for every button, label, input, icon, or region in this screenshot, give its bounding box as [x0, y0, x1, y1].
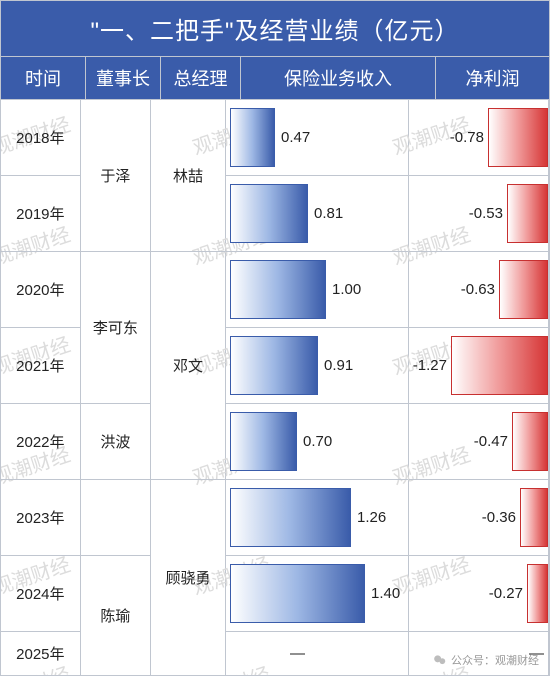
year-cell: 2018年 — [1, 100, 80, 176]
year-cell: 2022年 — [1, 404, 80, 480]
revenue-bar — [230, 108, 275, 167]
col-header-revenue: 保险业务收入 — [241, 57, 436, 99]
table-header: 时间 董事长 总经理 保险业务收入 净利润 — [1, 57, 549, 100]
gm-cell: 邓文 — [151, 252, 225, 480]
col-header-gm: 总经理 — [161, 57, 241, 99]
column-gm: 林喆邓文顾骁勇 — [151, 100, 226, 676]
revenue-cell: — — [226, 632, 408, 676]
year-cell: 2019年 — [1, 176, 80, 252]
revenue-bar — [230, 336, 318, 395]
revenue-bar — [230, 412, 297, 471]
gm-cell: 顾骁勇 — [151, 480, 225, 676]
revenue-value: 0.47 — [281, 129, 310, 146]
revenue-value: — — [290, 645, 305, 662]
gm-cell: 林喆 — [151, 100, 225, 252]
revenue-value: 0.81 — [314, 205, 343, 222]
revenue-cell: 1.40 — [226, 556, 408, 632]
revenue-value: 1.00 — [332, 281, 361, 298]
profit-cell: -0.36 — [409, 480, 548, 556]
profit-value: -0.36 — [413, 509, 520, 526]
profit-bar — [527, 564, 548, 623]
revenue-cell: 1.00 — [226, 252, 408, 328]
source-footer: 公众号：观潮财经 — [433, 652, 539, 668]
year-cell: 2021年 — [1, 328, 80, 404]
revenue-value: 0.91 — [324, 357, 353, 374]
col-header-profit: 净利润 — [436, 57, 549, 99]
revenue-cell: 0.70 — [226, 404, 408, 480]
footer-text: 公众号：观潮财经 — [451, 652, 539, 668]
col-header-time: 时间 — [1, 57, 86, 99]
chairman-cell: 于泽 — [81, 100, 150, 252]
revenue-bar — [230, 260, 326, 319]
year-cell: 2024年 — [1, 556, 80, 632]
revenue-cell: 1.26 — [226, 480, 408, 556]
table-title: "一、二把手"及经营业绩（亿元） — [1, 1, 549, 57]
profit-cell: -1.27 — [409, 328, 548, 404]
table-body: 观潮财经观潮财经观潮财经观潮财经观潮财经观潮财经观潮财经观潮财经观潮财经观潮财经… — [1, 100, 549, 676]
column-profit: -0.78-0.53-0.63-1.27-0.47-0.36-0.27— — [409, 100, 549, 676]
chairman-cell: 李可东 — [81, 252, 150, 404]
year-cell: 2023年 — [1, 480, 80, 556]
revenue-value: 0.70 — [303, 433, 332, 450]
profit-value: -0.53 — [413, 205, 507, 222]
revenue-bar — [230, 184, 308, 243]
chairman-cell: 陈瑜 — [81, 556, 150, 676]
profit-cell: -0.53 — [409, 176, 548, 252]
profit-cell: -0.78 — [409, 100, 548, 176]
wechat-icon — [433, 653, 447, 667]
profit-value: -0.63 — [413, 281, 499, 298]
profit-bar — [451, 336, 548, 395]
revenue-cell: 0.47 — [226, 100, 408, 176]
profit-value: -0.27 — [413, 585, 527, 602]
revenue-bar — [230, 488, 351, 547]
revenue-value: 1.26 — [357, 509, 386, 526]
profit-bar — [499, 260, 548, 319]
profit-value: -1.27 — [413, 357, 451, 374]
profit-value: -0.47 — [413, 433, 512, 450]
col-header-chairman: 董事长 — [86, 57, 161, 99]
profit-bar — [488, 108, 548, 167]
profit-bar — [507, 184, 548, 243]
column-time: 2018年2019年2020年2021年2022年2023年2024年2025年 — [1, 100, 81, 676]
performance-table: "一、二把手"及经营业绩（亿元） 时间 董事长 总经理 保险业务收入 净利润 观… — [0, 0, 550, 676]
revenue-bar — [230, 564, 365, 623]
profit-cell: -0.63 — [409, 252, 548, 328]
year-cell: 2020年 — [1, 252, 80, 328]
column-revenue: 0.47 0.81 1.00 0.91 0.70 1.26 1.40 — — [226, 100, 409, 676]
profit-cell: -0.47 — [409, 404, 548, 480]
chairman-cell: 洪波 — [81, 404, 150, 480]
year-cell: 2025年 — [1, 632, 80, 676]
profit-bar — [512, 412, 548, 471]
column-chairman: 于泽李可东洪波陈瑜 — [81, 100, 151, 676]
profit-cell: -0.27 — [409, 556, 548, 632]
profit-value: -0.78 — [413, 129, 488, 146]
revenue-cell: 0.81 — [226, 176, 408, 252]
chairman-cell — [81, 480, 150, 556]
profit-bar — [520, 488, 548, 547]
revenue-cell: 0.91 — [226, 328, 408, 404]
revenue-value: 1.40 — [371, 585, 400, 602]
